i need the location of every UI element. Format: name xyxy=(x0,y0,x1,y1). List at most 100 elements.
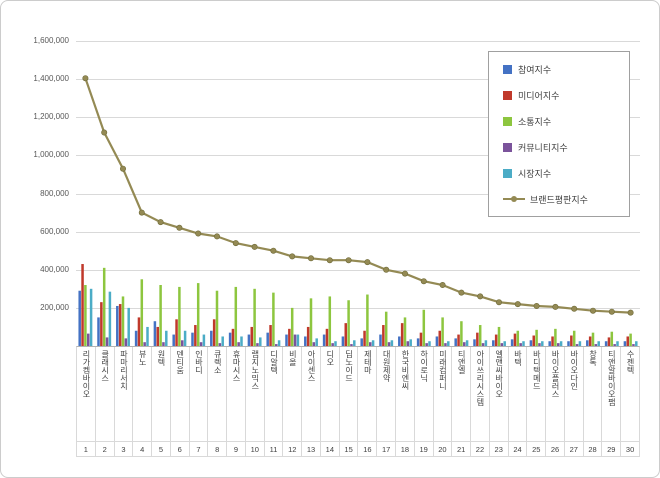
x-axis-category-label: 티앤엘 xyxy=(457,350,467,374)
x-axis-category-cell: 아이센스 xyxy=(302,347,321,441)
bar-커뮤니티지수 xyxy=(312,342,316,346)
x-axis-rank-label: 23 xyxy=(490,442,509,456)
line-marker xyxy=(514,301,521,308)
x-axis-category-cell: 창톡 xyxy=(584,347,603,441)
x-axis-rank-label: 7 xyxy=(190,442,209,456)
x-axis-rank-label: 30 xyxy=(625,444,635,454)
x-axis-category-label: 뷰노 xyxy=(138,350,148,366)
x-axis-category-label: 바이오다인 xyxy=(569,350,579,390)
bar-커뮤니티지수 xyxy=(256,343,259,346)
x-axis-rank-label: 19 xyxy=(415,442,434,456)
legend-label: 참여지수 xyxy=(518,64,552,75)
y-axis-tick-label: 600,000 xyxy=(40,226,69,236)
line-marker xyxy=(627,309,634,316)
x-axis-rank-label: 13 xyxy=(302,442,321,456)
bar-커뮤니티지수 xyxy=(237,342,240,346)
bar-커뮤니티지수 xyxy=(425,343,428,346)
y-axis-tick-label: 800,000 xyxy=(40,188,69,198)
legend-swatch-icon xyxy=(503,90,512,100)
bar-커뮤니티지수 xyxy=(124,338,128,347)
bar-시장지수 xyxy=(165,330,168,346)
x-axis-category-label: 파마리서치 xyxy=(119,350,129,390)
x-axis-rank-label: 8 xyxy=(208,442,228,456)
bar-참여지수 xyxy=(379,334,382,346)
bar-미디어지수 xyxy=(513,333,517,346)
bar-커뮤니티지수 xyxy=(500,343,504,346)
bar-소통지수 xyxy=(441,317,444,346)
x-axis-rank-label: 26 xyxy=(546,442,565,456)
bar-미디어지수 xyxy=(457,334,460,346)
line-marker xyxy=(571,305,578,312)
bar-참여지수 xyxy=(134,330,138,346)
x-axis-rank-label: 10 xyxy=(246,442,265,456)
bar-커뮤니티지수 xyxy=(481,343,485,346)
bar-시장지수 xyxy=(503,341,506,346)
x-axis-category-cell: 미래컴퍼니 xyxy=(434,347,453,441)
bar-미디어지수 xyxy=(344,323,347,347)
y-axis-tick-label: 1,400,000 xyxy=(33,74,69,84)
legend-item: 브랜드평판지수 xyxy=(503,192,625,206)
bar-소통지수 xyxy=(572,330,576,346)
x-axis-rank-label: 11 xyxy=(265,442,284,456)
bar-커뮤니티지수 xyxy=(199,342,203,346)
bar-참여지수 xyxy=(529,340,533,346)
bar-미디어지수 xyxy=(100,302,103,346)
x-axis-category-cell: 엘앤씨바이오 xyxy=(490,347,509,441)
bar-참여지수 xyxy=(97,317,100,346)
x-axis-category-label: 큐렉소 xyxy=(213,350,223,374)
x-axis-rank-label: 18 xyxy=(396,442,415,456)
legend-label: 소통지수 xyxy=(518,116,552,127)
bar-미디어지수 xyxy=(494,334,498,346)
line-marker xyxy=(176,224,183,231)
x-axis-category-cell: 비올 xyxy=(283,347,303,441)
x-axis-category-cell: 티앤엘 xyxy=(452,347,472,441)
y-axis-tick-label: 1,600,000 xyxy=(33,36,69,45)
bar-참여지수 xyxy=(473,339,476,346)
bar-커뮤니티지수 xyxy=(181,340,184,346)
x-axis-category-label: 랩지노믹스 xyxy=(250,350,260,390)
bar-미디어지수 xyxy=(231,328,235,346)
x-axis-rank-row: 1 2 3 4 5 6 7 8 9 10 11 12 13 14 15 16 17 18 19 20 21 22 23 24 2… xyxy=(76,441,640,457)
bar-미디어지수 xyxy=(532,335,535,346)
bar-커뮤니티지수 xyxy=(406,341,410,346)
bar-소통지수 xyxy=(234,286,238,346)
x-axis-rank-label: 5 xyxy=(152,442,171,456)
bar-커뮤니티지수 xyxy=(331,343,334,346)
bar-커뮤니티지수 xyxy=(519,343,522,346)
bar-시장지수 xyxy=(353,340,356,346)
x-axis-category-row: 리가켐바이오 클래시스 파마리서치 뷰노 원텍 덴티움 인바디 큐렉소 휴마시스 랩지노믹스 디알텍… xyxy=(76,346,640,441)
x-axis-category-cell: 클래시스 xyxy=(96,347,115,441)
bar-소통지수 xyxy=(290,307,294,347)
x-axis-category-cell: 하이로닉 xyxy=(415,347,434,441)
x-axis-category-cell: 티앤알바이오팹 xyxy=(602,347,622,441)
x-axis-category-cell: 제테마 xyxy=(358,347,378,441)
x-axis-category-label: 인바디 xyxy=(194,350,204,374)
bar-커뮤니티지수 xyxy=(87,333,90,346)
legend-label: 시장지수 xyxy=(518,168,552,179)
bar-참여지수 xyxy=(247,334,251,346)
x-axis-rank-label: 20 xyxy=(434,442,453,456)
legend-label: 미디어지수 xyxy=(518,90,560,101)
bar-미디어지수 xyxy=(212,319,216,346)
bar-미디어지수 xyxy=(363,330,366,346)
x-axis-category-label: 비올 xyxy=(288,350,298,366)
x-axis-category-label: 미래컴퍼니 xyxy=(438,350,448,390)
bar-시장지수 xyxy=(371,340,375,346)
x-axis-rank-label: 6 xyxy=(171,442,190,456)
bar-커뮤니티지수 xyxy=(162,342,165,346)
bar-미디어지수 xyxy=(325,328,329,346)
bar-미디어지수 xyxy=(175,319,178,346)
line-marker xyxy=(307,255,314,262)
bar-미디어지수 xyxy=(269,325,272,346)
line-marker xyxy=(251,243,258,250)
bar-시장지수 xyxy=(202,334,206,346)
bar-커뮤니티지수 xyxy=(293,334,297,346)
x-axis-rank-label: 25 xyxy=(527,442,547,456)
x-axis-category-label: 엘앤씨바이오 xyxy=(494,350,504,398)
bar-시장지수 xyxy=(409,339,412,346)
legend-item: 커뮤니티지수 xyxy=(503,140,625,154)
x-axis-category-cell: 리가켐바이오 xyxy=(77,347,96,441)
bar-시장지수 xyxy=(108,291,112,346)
